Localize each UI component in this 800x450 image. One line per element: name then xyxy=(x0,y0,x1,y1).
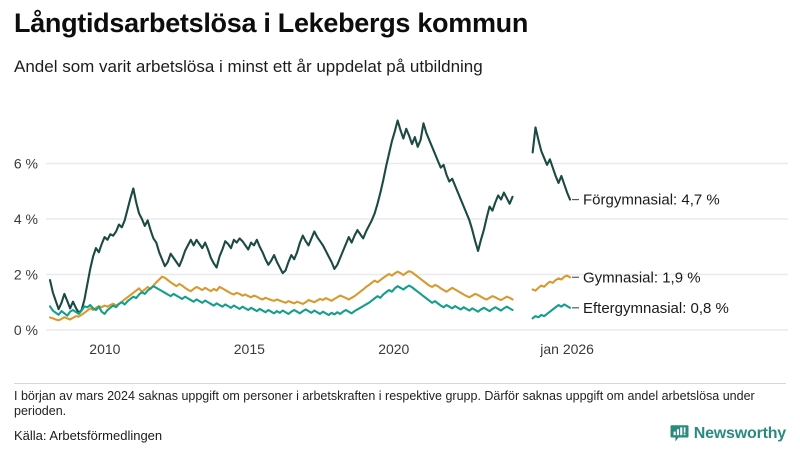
line-chart-svg: 0 % 2 % 4 % 6 % 2010 2015 2020 jan 2026 Förgym… xyxy=(14,119,788,357)
x-axis-tick-label: 2020 xyxy=(378,341,409,357)
y-axis-tick-label: 4 % xyxy=(14,211,38,227)
chart-footnote: I början av mars 2024 saknas uppgift om … xyxy=(14,389,755,418)
x-axis-tick-label: jan 2026 xyxy=(539,341,594,357)
page-title: Långtidsarbetslösa i Lekebergs kommun xyxy=(14,8,529,38)
y-axis-tick-label: 0 % xyxy=(14,322,38,338)
x-axis-tick-label: 2015 xyxy=(234,341,265,357)
y-axis-tick-label: 2 % xyxy=(14,267,38,283)
series-label-eftergymnasial: Eftergymnasial: 0,8 % xyxy=(583,300,729,317)
y-axis-tick-labels: 0 % 2 % 4 % 6 % xyxy=(14,156,38,339)
series-line-eftergymnasial xyxy=(48,284,514,317)
series-line-förgymnasial xyxy=(48,119,514,314)
brand-name: Newsworthy xyxy=(693,424,786,442)
newsworthy-logo[interactable]: Newsworthy xyxy=(670,424,786,443)
series-line-eftergymnasial xyxy=(531,303,572,320)
gridlines-group xyxy=(46,162,788,331)
series-line-gymnasial xyxy=(48,270,514,322)
series-label-förgymnasial: Förgymnasial: 4,7 % xyxy=(583,192,720,209)
bar-chart-bubble-icon xyxy=(670,425,689,442)
footer-divider xyxy=(14,383,786,384)
series-lines-group xyxy=(48,119,572,322)
series-label-gymnasial: Gymnasial: 1,9 % xyxy=(583,269,701,286)
page-subtitle: Andel som varit arbetslösa i minst ett å… xyxy=(14,57,483,76)
x-axis-tick-label: 2010 xyxy=(89,341,120,357)
series-inline-labels: Förgymnasial: 4,7 % Gymnasial: 1,9 % Efter… xyxy=(572,192,729,317)
chart-plot-area: 0 % 2 % 4 % 6 % 2010 2015 2020 jan 2026 Förgym… xyxy=(0,92,800,377)
x-axis-tick-labels: 2010 2015 2020 jan 2026 xyxy=(89,341,594,357)
chart-source: Källa: Arbetsförmedlingen xyxy=(14,428,163,443)
series-line-gymnasial xyxy=(531,274,572,292)
series-line-förgymnasial xyxy=(531,126,572,201)
y-axis-tick-label: 6 % xyxy=(14,156,38,172)
